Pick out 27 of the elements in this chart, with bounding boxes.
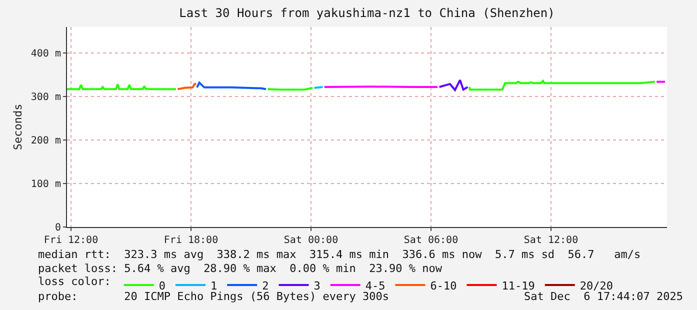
- x-tick-label: Sat 06:00: [404, 235, 458, 246]
- x-tick-label: Sat 00:00: [284, 235, 338, 246]
- y-tick-label: 200 m: [30, 136, 61, 147]
- text: median rtt: 323.3 ms avg 338.2 ms max 315.4 ms min 336.6 ms now 5.7 ms sd 56.7 am/s: [38, 248, 641, 261]
- legend-label: 0: [158, 279, 166, 292]
- legend-title: loss color:: [38, 274, 111, 288]
- legend-label: 1: [210, 279, 218, 292]
- legend-label: 6-10: [430, 279, 457, 292]
- x-tick-label: Sat 12:00: [524, 235, 578, 246]
- y-tick-label: 300 m: [30, 92, 61, 104]
- text: packet loss: 5.64 % avg 28.90 % max 0.00 % min 23.90 % now: [38, 262, 442, 275]
- x-tick-label: Fri 12:00: [44, 235, 98, 246]
- legend-label: 3: [314, 279, 320, 292]
- text: Sat Dec 6 17:44:07 2025: [524, 290, 683, 303]
- legend-label: 11-19: [502, 279, 535, 292]
- legend-label: 2: [262, 279, 269, 292]
- line-series: [196, 82, 267, 90]
- y-tick-label: 100 m: [30, 179, 61, 190]
- y-tick-label: 0: [54, 222, 61, 234]
- line-series: [438, 79, 469, 92]
- x-tick-label: Fri 18:00: [164, 235, 218, 246]
- text: probe: 20 ICMP Echo Pings (56 Bytes) every 300s: [38, 290, 389, 303]
- y-tick-label: 400 m: [30, 48, 61, 60]
- y-axis-title: Seconds: [12, 104, 25, 150]
- chart-title: Last 30 Hours from yakushima-nz1 to China (Shenzhen): [179, 6, 555, 20]
- legend-label: 20/20: [580, 279, 613, 292]
- legend-label: 4-5: [365, 279, 386, 292]
